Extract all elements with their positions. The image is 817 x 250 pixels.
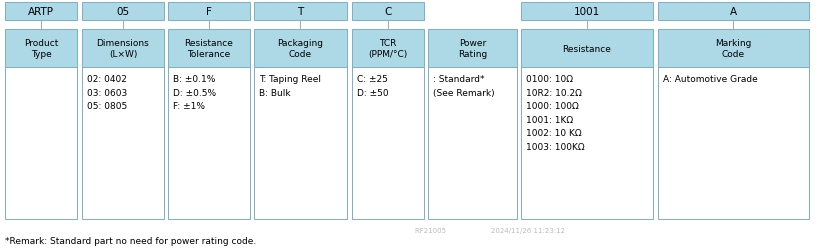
- Text: 0100: 10Ω
10R2: 10.2Ω
1000: 100Ω
1001: 1KΩ
1002: 10 KΩ
1003: 100KΩ: 0100: 10Ω 10R2: 10.2Ω 1000: 100Ω 1001: 1…: [526, 75, 585, 151]
- Bar: [5, 30, 77, 68]
- Bar: [352, 30, 424, 68]
- Bar: [82, 68, 164, 219]
- Text: B: ±0.1%
D: ±0.5%
F: ±1%: B: ±0.1% D: ±0.5% F: ±1%: [173, 75, 217, 111]
- Text: Resistance: Resistance: [563, 44, 611, 53]
- Text: Resistance
Tolerance: Resistance Tolerance: [185, 38, 234, 59]
- Text: Packaging
Code: Packaging Code: [278, 38, 324, 59]
- Bar: [254, 68, 347, 219]
- Bar: [521, 30, 653, 68]
- Bar: [168, 68, 250, 219]
- Text: Dimensions
(L×W): Dimensions (L×W): [96, 38, 150, 59]
- Bar: [521, 3, 653, 21]
- Text: T: Taping Reel
B: Bulk: T: Taping Reel B: Bulk: [259, 75, 321, 97]
- Bar: [82, 30, 164, 68]
- Bar: [168, 30, 250, 68]
- Bar: [658, 30, 809, 68]
- Text: A: A: [730, 7, 737, 17]
- Text: F: F: [206, 7, 212, 17]
- Bar: [352, 3, 424, 21]
- Text: A: Automotive Grade: A: Automotive Grade: [663, 75, 757, 84]
- Bar: [658, 3, 809, 21]
- Bar: [658, 68, 809, 219]
- Bar: [168, 3, 250, 21]
- Text: RF21005                    2024/11/26 11:23:12: RF21005 2024/11/26 11:23:12: [415, 227, 565, 233]
- Text: C: ±25
D: ±50: C: ±25 D: ±50: [357, 75, 389, 97]
- Text: 02: 0402
03: 0603
05: 0805: 02: 0402 03: 0603 05: 0805: [87, 75, 127, 111]
- Bar: [428, 30, 517, 68]
- Bar: [82, 3, 164, 21]
- Text: *Remark: Standard part no need for power rating code.: *Remark: Standard part no need for power…: [5, 236, 257, 245]
- Text: ARTP: ARTP: [28, 7, 54, 17]
- Bar: [254, 3, 347, 21]
- Text: Product
Type: Product Type: [24, 38, 58, 59]
- Bar: [5, 68, 77, 219]
- Text: Power
Rating: Power Rating: [458, 38, 487, 59]
- Text: Marking
Code: Marking Code: [716, 38, 752, 59]
- Bar: [352, 68, 424, 219]
- Text: 1001: 1001: [574, 7, 600, 17]
- Text: TCR
(PPM/°C): TCR (PPM/°C): [368, 38, 408, 59]
- Text: C: C: [384, 7, 391, 17]
- Bar: [5, 3, 77, 21]
- Bar: [254, 30, 347, 68]
- Text: : Standard*
(See Remark): : Standard* (See Remark): [433, 75, 494, 97]
- Text: 05: 05: [117, 7, 130, 17]
- Bar: [428, 68, 517, 219]
- Bar: [521, 68, 653, 219]
- Text: T: T: [297, 7, 304, 17]
